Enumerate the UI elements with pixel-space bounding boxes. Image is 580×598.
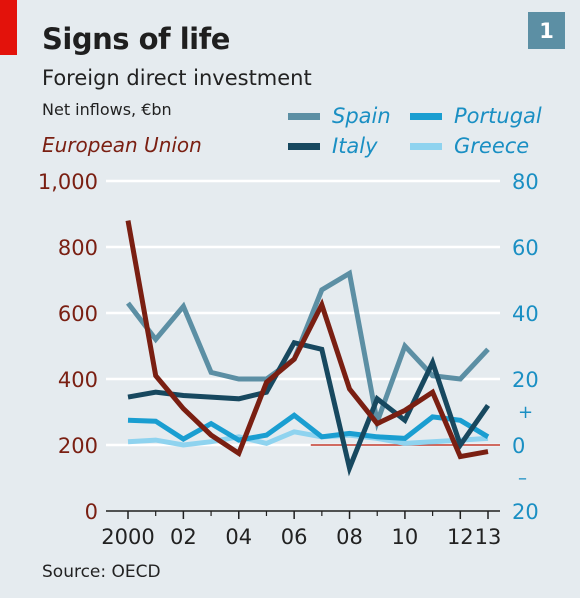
legend-swatch-greece xyxy=(410,142,442,150)
chart-number-badge: 1 xyxy=(528,12,565,49)
series-line-greece xyxy=(127,429,489,448)
right-tick-label-0: 0 xyxy=(512,434,525,458)
x-tick-label-06: 06 xyxy=(281,525,308,549)
legend-label-greece: Greece xyxy=(454,134,530,158)
legend-label-spain: Spain xyxy=(332,104,391,128)
x-tick-label-02: 02 xyxy=(170,525,197,549)
accent-tab xyxy=(0,0,17,55)
source-note: Source: OECD xyxy=(42,562,161,582)
left-tick-label-600: 600 xyxy=(58,302,98,326)
right-tick-label-80: 80 xyxy=(512,170,539,194)
right-axis-plus-sign: + xyxy=(518,402,533,423)
legend-swatch-spain xyxy=(288,112,320,120)
right-axis-minus-sign: – xyxy=(518,468,527,489)
legend-swatch-italy xyxy=(288,142,320,150)
left-tick-label-800: 800 xyxy=(58,236,98,260)
series-line-european-union xyxy=(125,220,489,460)
legend-item-portugal: Portugal xyxy=(410,104,542,128)
chart-title: Signs of life xyxy=(42,22,230,56)
legend-item-greece: Greece xyxy=(410,134,529,158)
legend-label-portugal: Portugal xyxy=(454,104,542,128)
x-tick-label-2000: 2000 xyxy=(101,525,154,549)
chart-units: Net inflows, €bn xyxy=(42,100,172,119)
left-tick-label-0: 0 xyxy=(85,500,98,524)
series-line-italy xyxy=(127,339,491,477)
series-line-portugal xyxy=(127,412,490,443)
right-tick-label-40: 40 xyxy=(512,302,539,326)
left-tick-label-200: 200 xyxy=(58,434,98,458)
x-tick-label-12: 12 xyxy=(447,525,474,549)
legend-item-spain: Spain xyxy=(288,104,391,128)
legend-label-italy: Italy xyxy=(332,134,378,158)
legend-swatch-portugal xyxy=(410,112,442,120)
left-axis-series-label: European Union xyxy=(42,133,202,157)
left-tick-label-1,000: 1,000 xyxy=(38,170,98,194)
x-tick-label-10: 10 xyxy=(392,525,419,549)
right-tick-label-20: 20 xyxy=(512,368,539,392)
right-tick-label--20: 20 xyxy=(512,500,539,524)
legend-item-italy: Italy xyxy=(288,134,378,158)
x-tick-label-13: 13 xyxy=(475,525,502,549)
chart-subtitle: Foreign direct investment xyxy=(42,66,312,90)
x-tick-label-04: 04 xyxy=(225,525,252,549)
left-tick-label-400: 400 xyxy=(58,368,98,392)
right-tick-label-60: 60 xyxy=(512,236,539,260)
x-tick-label-08: 08 xyxy=(336,525,363,549)
